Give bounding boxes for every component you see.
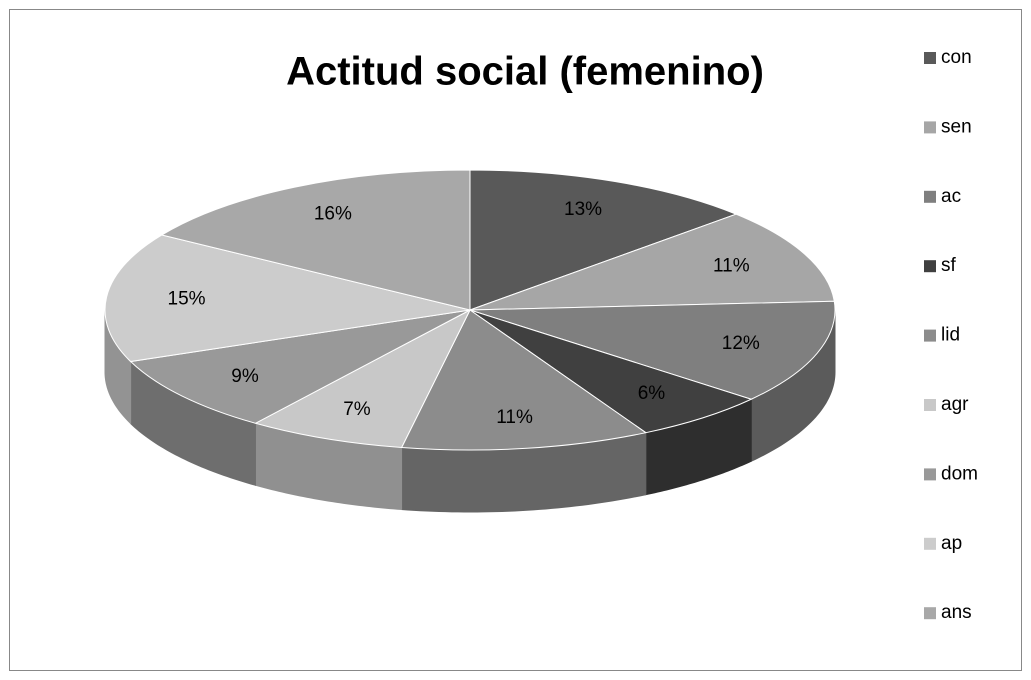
legend-swatch: [924, 52, 936, 64]
slice: [469, 309, 753, 434]
legend-label: sen: [941, 116, 972, 137]
slice: [400, 309, 648, 451]
data-label: 16%: [314, 203, 352, 224]
data-label: 6%: [638, 383, 666, 404]
slice: [160, 169, 471, 311]
slice: [254, 308, 472, 449]
data-label: 11%: [713, 256, 750, 277]
legend-swatch: [924, 190, 936, 203]
legend-label: agr: [941, 394, 969, 415]
legend-swatch: [924, 329, 936, 342]
slice: [469, 213, 835, 311]
data-label: 12%: [722, 333, 760, 354]
slice: [104, 234, 471, 363]
data-label: 15%: [168, 289, 206, 310]
data-label: 9%: [231, 366, 259, 387]
legend-label: lid: [941, 325, 960, 346]
legend-swatch: [924, 607, 936, 620]
slice: [469, 169, 738, 311]
slice: [129, 309, 471, 424]
slice: [469, 300, 836, 400]
legend-label: ac: [941, 186, 961, 207]
legend-label: dom: [941, 463, 978, 484]
legend-label: ap: [941, 533, 962, 554]
legend-swatch: [924, 537, 936, 550]
legend-swatch: [924, 468, 936, 481]
data-label: 11%: [496, 407, 533, 428]
chart-title: Actitud social (femenino): [286, 50, 764, 94]
legend-label: con: [941, 47, 972, 68]
legend-swatch: [924, 121, 936, 134]
legend-label: ans: [941, 602, 972, 623]
legend-label: sf: [941, 255, 957, 276]
data-label: 7%: [343, 399, 371, 420]
data-label: 13%: [564, 199, 602, 220]
legend-swatch: [924, 260, 936, 273]
legend-swatch: [924, 399, 936, 411]
